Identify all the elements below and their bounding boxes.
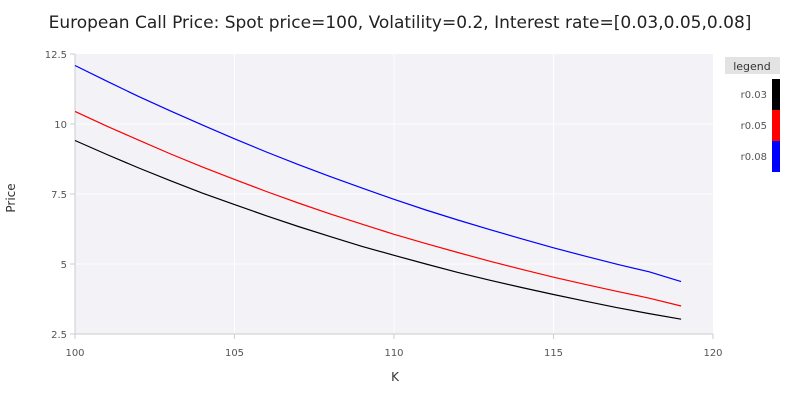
x-tick-label: 105 [225,348,244,359]
y-tick-label: 2.5 [51,330,67,341]
chart-title: European Call Price: Spot price=100, Vol… [49,13,752,33]
grid [75,54,713,334]
y-tick-label: 7.5 [51,190,67,201]
series-line-r0-05 [74,110,682,307]
legend: legend r0.03 r0.05 r0.08 [725,57,780,172]
x-tick-label: 110 [384,348,403,359]
legend-header [725,57,780,74]
legend-label-r0-05: r0.05 [741,121,767,132]
x-tick-label: 120 [703,348,722,359]
legend-label-r0-08: r0.08 [741,152,767,163]
axes: 100 105 110 115 120 2.5 5 7.5 10 12.5 [45,50,723,359]
y-tick-label: 10 [54,120,67,131]
series-line-r0-03 [74,139,682,320]
y-tick-label: 5 [61,260,67,271]
legend-swatch-r0-05 [772,110,780,141]
x-axis-label: K [391,370,400,384]
series-line-r0-08 [74,64,682,283]
legend-swatch-r0-08 [772,141,780,172]
legend-swatch-r0-03 [772,79,780,110]
legend-title: legend [733,60,771,73]
series-lines [74,64,682,320]
x-tick-label: 100 [65,348,84,359]
y-tick-label: 12.5 [45,50,67,61]
x-tick-label: 115 [544,348,563,359]
y-axis-label: Price [4,183,18,212]
legend-label-r0-03: r0.03 [741,90,767,101]
